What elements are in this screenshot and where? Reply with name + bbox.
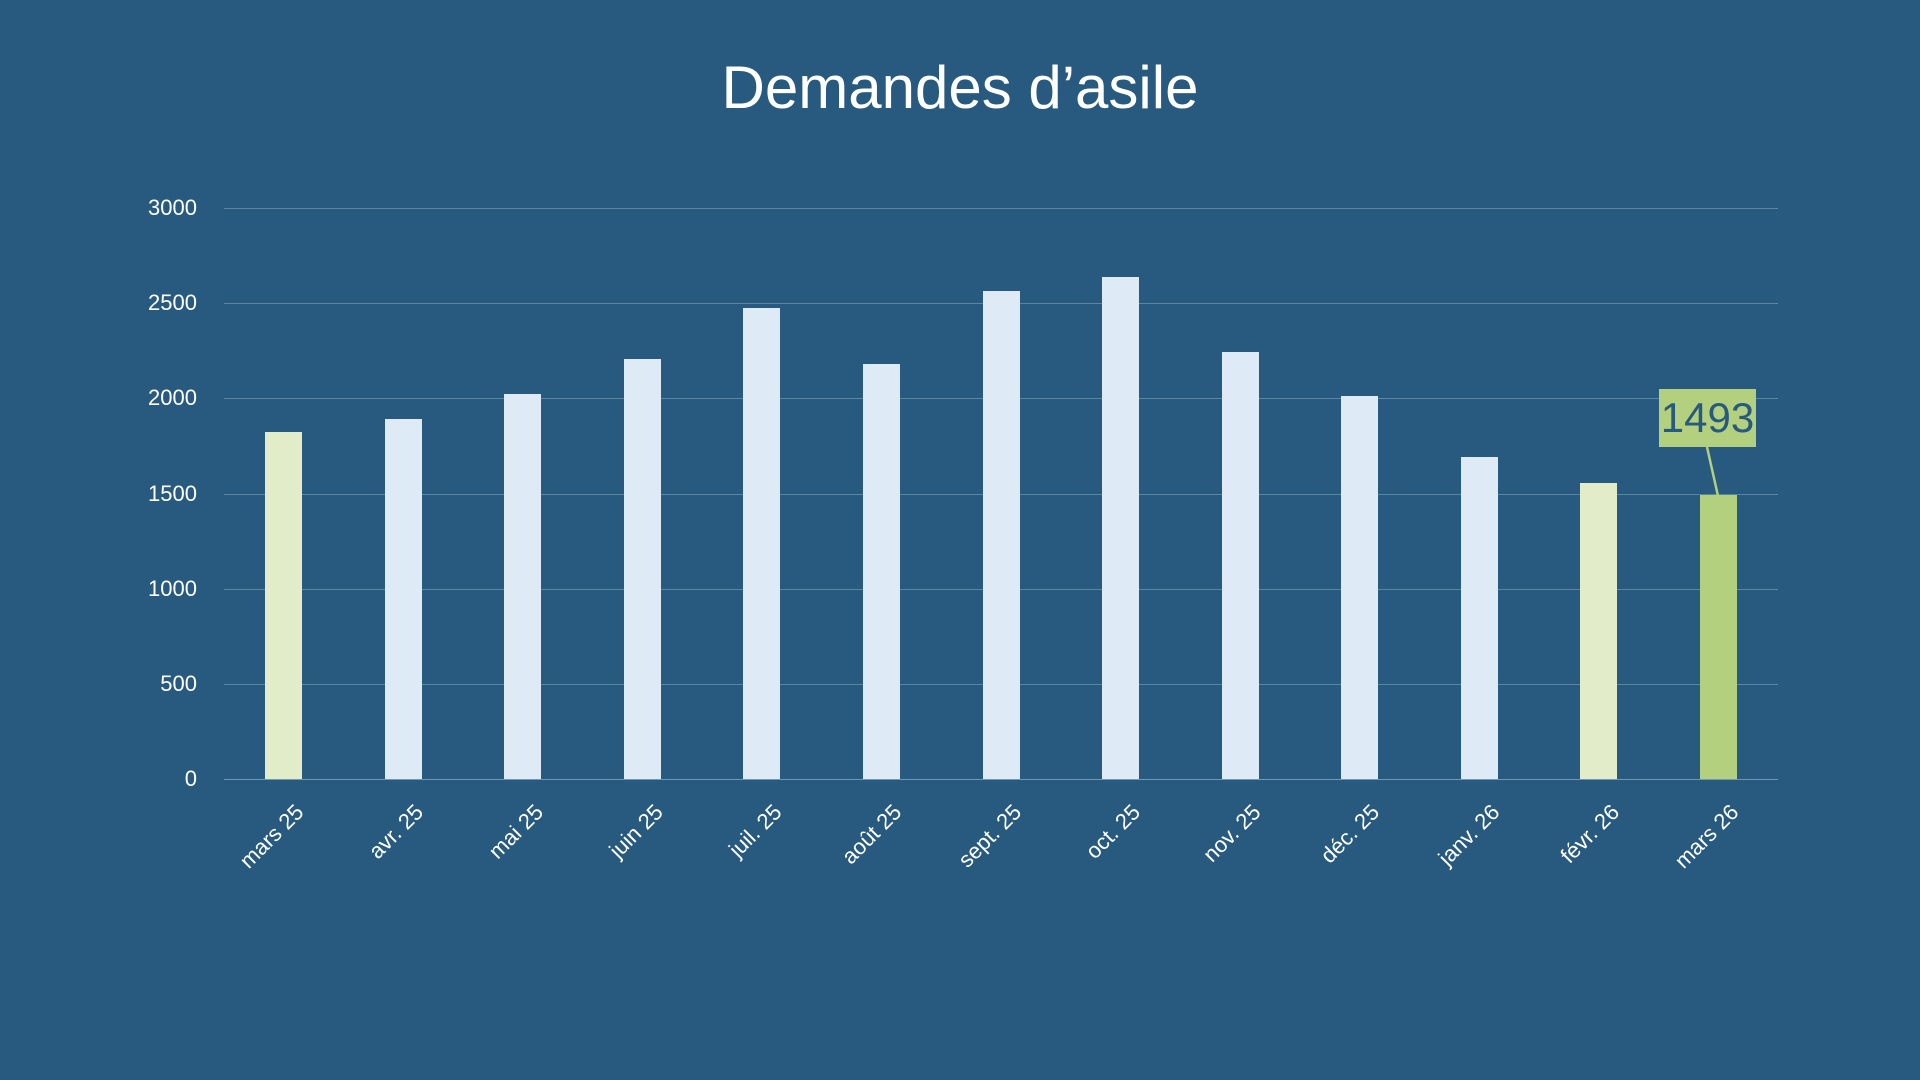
bar [623,358,661,779]
bar [1699,494,1737,779]
bar [1580,483,1618,779]
x-tick-label: juil. 25 [724,799,787,862]
y-tick-label: 1000 [148,576,197,601]
gridline [224,208,1778,209]
bar [743,307,781,779]
bar [982,290,1020,779]
x-tick-label: avr. 25 [363,799,429,864]
bar [1341,396,1379,779]
x-tick-label: sept. 25 [952,799,1026,873]
bar [504,394,542,779]
y-tick-label: 2000 [148,385,197,410]
x-tick-label: mars 25 [234,799,309,874]
y-tick-label: 1500 [148,481,197,506]
x-axis-baseline [224,779,1778,780]
bar [384,418,422,779]
plot-area [224,208,1778,780]
bar [1102,276,1140,779]
x-tick-label: nov. 25 [1197,799,1266,867]
x-tick-label: oct. 25 [1081,799,1146,864]
y-tick-label: 3000 [148,195,197,220]
y-tick-label: 0 [184,766,197,791]
x-tick-label: mars 26 [1669,799,1744,874]
x-tick-label: mai 25 [483,799,548,864]
x-tick-label: juin 25 [603,799,668,863]
chart-title: Demandes d’asile [721,54,1199,121]
bar [265,431,303,779]
data-label-callout: 1493 [1659,389,1756,447]
x-tick-label: janv. 26 [1433,799,1505,871]
y-tick-label: 500 [160,671,197,696]
y-tick-label: 2500 [148,290,197,315]
bar [1221,352,1259,779]
bar [1460,457,1498,779]
x-tick-label: févr. 26 [1554,799,1624,868]
x-tick-label: déc. 25 [1315,799,1385,869]
x-tick-label: août 25 [836,799,907,869]
bar [862,364,900,779]
